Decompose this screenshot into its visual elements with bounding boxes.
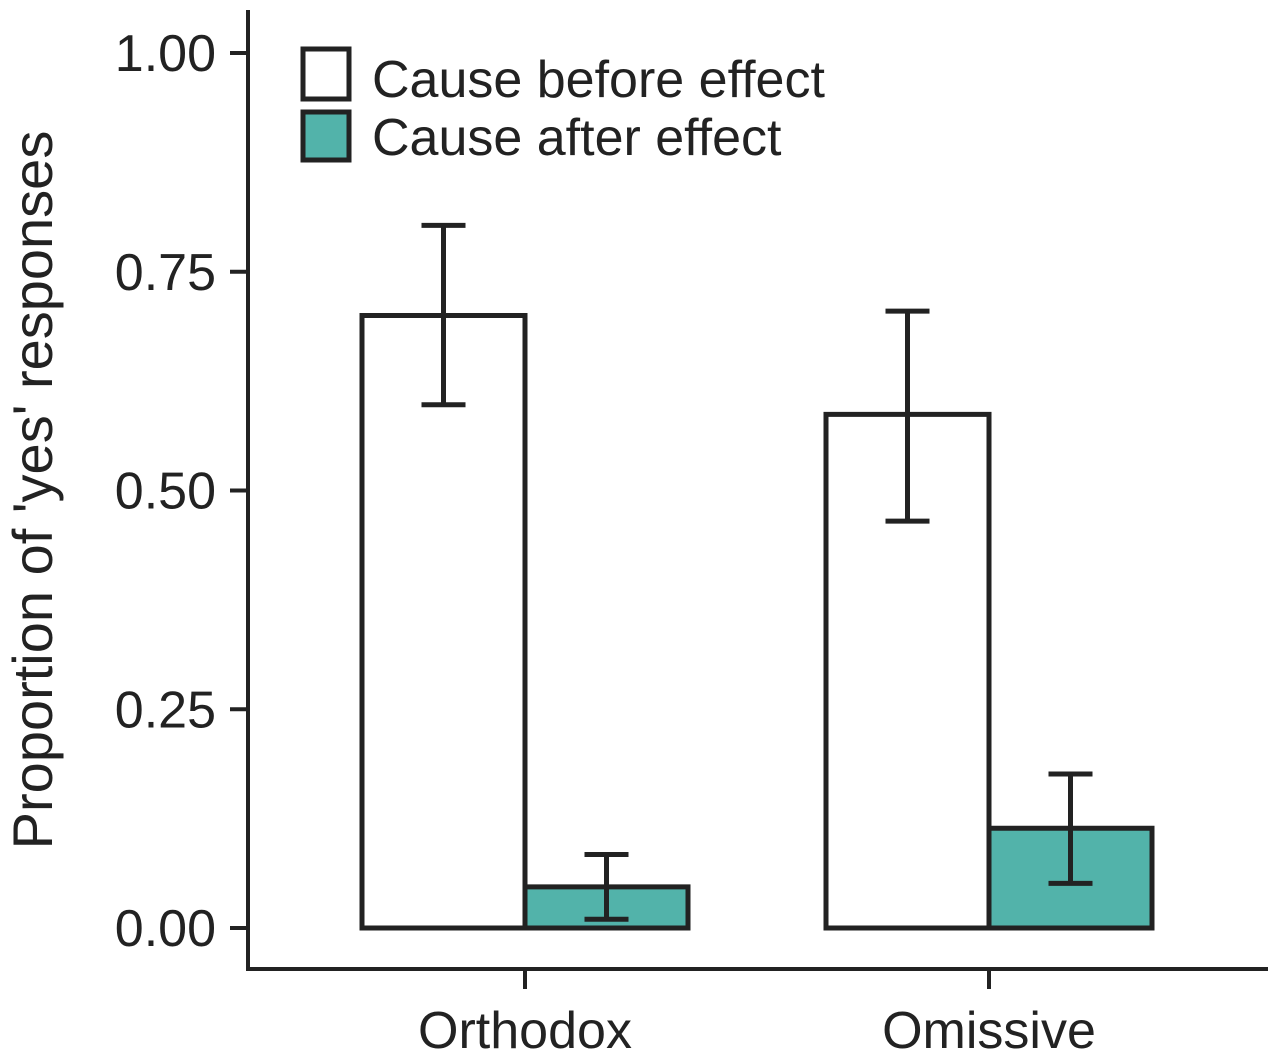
y-tick-label: 0.00 <box>115 900 216 958</box>
y-tick-label: 1.00 <box>115 25 216 83</box>
legend-swatch-cause-after-effect <box>300 109 352 163</box>
y-axis-ticks: 0.00 0.25 0.50 0.75 1.00 <box>115 25 248 958</box>
error-bars <box>421 222 1093 922</box>
legend-label-cause-after-effect: Cause after effect <box>372 109 782 167</box>
y-tick-label: 0.25 <box>115 681 216 739</box>
y-axis-title: Proportion of 'yes' responses <box>1 131 64 850</box>
y-tick-label: 0.75 <box>115 244 216 302</box>
legend-label-cause-before-effect: Cause before effect <box>372 51 825 109</box>
legend-swatch-cause-before-effect <box>300 46 352 102</box>
x-tick-label: Omissive <box>882 1002 1096 1052</box>
bars <box>359 313 1155 931</box>
y-tick-label: 0.50 <box>115 463 216 521</box>
x-tick-label: Orthodox <box>418 1002 632 1052</box>
x-axis-ticks: Orthodox Omissive <box>418 969 1096 1052</box>
bar <box>359 313 528 931</box>
legend: Cause before effect Cause after effect <box>300 46 825 167</box>
